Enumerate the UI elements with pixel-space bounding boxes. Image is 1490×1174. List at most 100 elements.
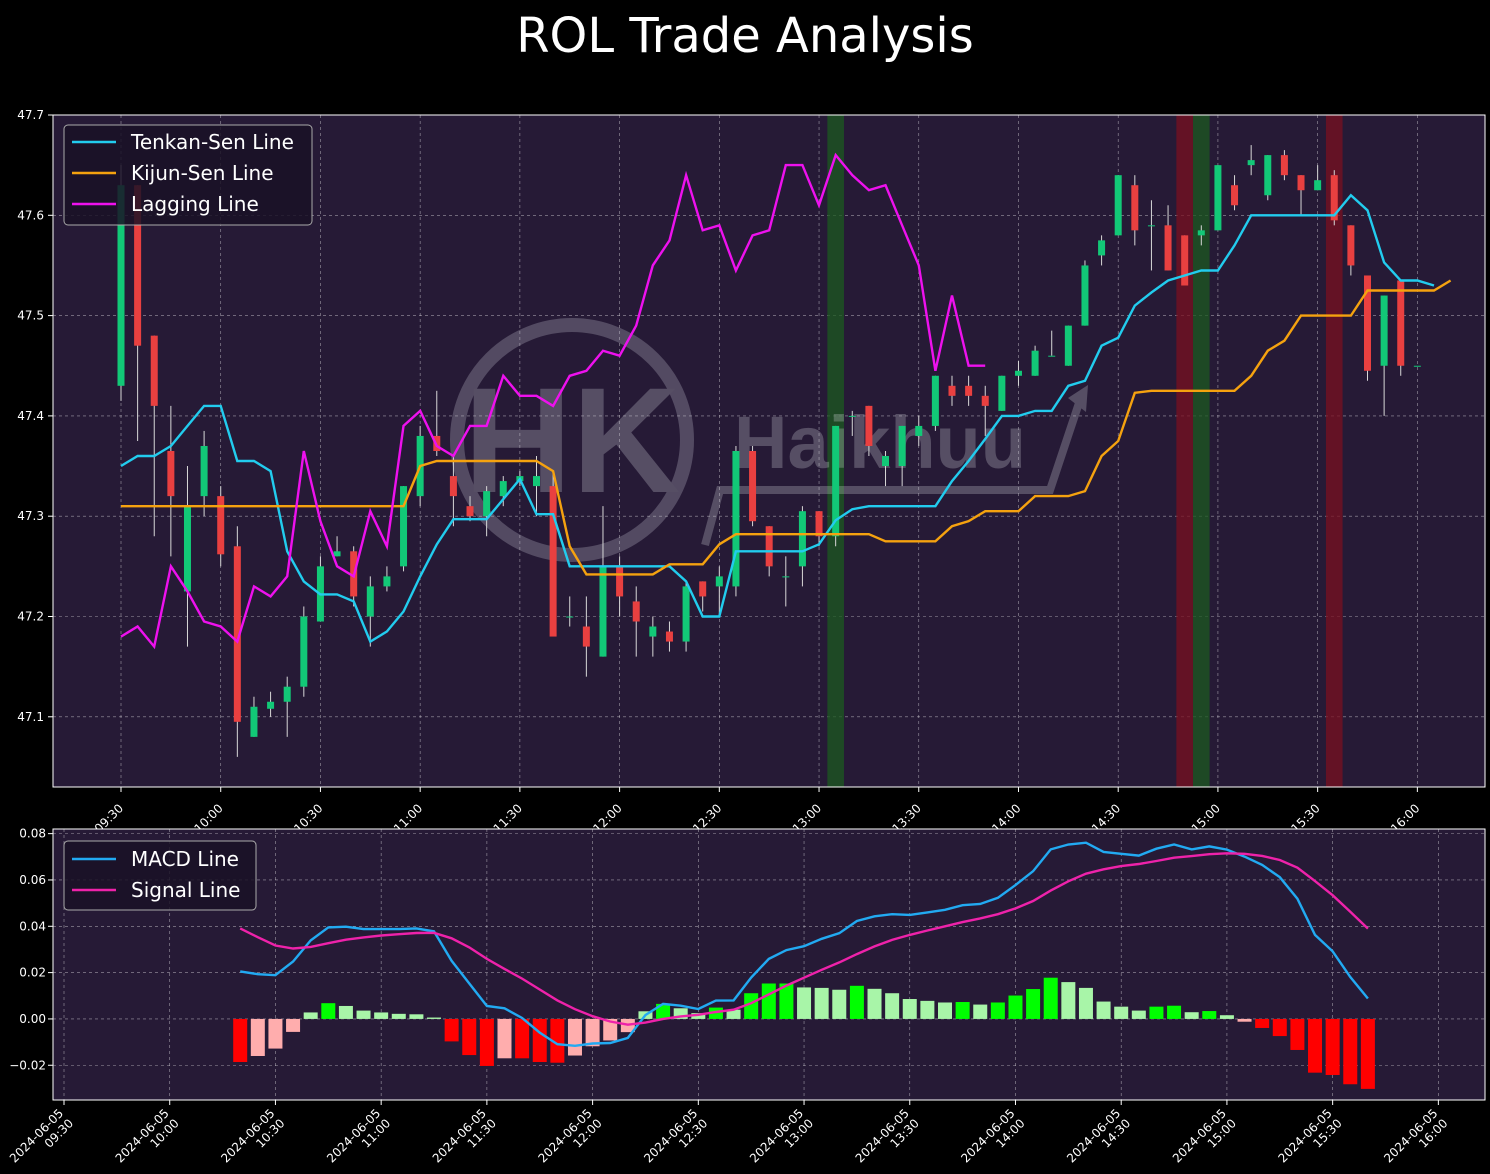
histogram-bar <box>286 1018 301 1032</box>
histogram-bar <box>1131 1010 1146 1019</box>
histogram-bar <box>1149 1006 1164 1019</box>
candle-up <box>1147 225 1155 227</box>
candle-down <box>1330 175 1338 221</box>
histogram-bar <box>832 989 847 1019</box>
candle-down <box>1280 155 1288 176</box>
histogram-bar <box>990 1002 1005 1019</box>
candle-up <box>782 576 790 578</box>
histogram-bar <box>532 1018 547 1063</box>
sell-signal-band <box>1325 115 1343 787</box>
histogram-bar <box>427 1017 442 1019</box>
price-y-tick-label: 47.7 <box>17 108 44 122</box>
macd-y-tick-label: 0.08 <box>19 827 46 841</box>
candle-down <box>699 581 707 597</box>
candle-down <box>815 511 823 537</box>
histogram-bar <box>955 1002 970 1019</box>
histogram-bar <box>920 1000 935 1019</box>
price-y-tick-label: 47.1 <box>17 710 44 724</box>
legend-label: Lagging Line <box>131 192 259 216</box>
candle-up <box>1413 365 1421 367</box>
candle-down <box>1297 175 1305 191</box>
histogram-bar <box>1184 1012 1199 1019</box>
candle-up <box>1214 165 1222 231</box>
candle-up <box>300 616 308 687</box>
histogram-bar <box>462 1018 477 1056</box>
histogram-bar <box>708 1007 723 1019</box>
histogram-bar <box>1255 1018 1270 1028</box>
candle-down <box>150 335 158 406</box>
lagging-line <box>120 152 986 650</box>
histogram-bar <box>691 1013 706 1019</box>
histogram-bar <box>973 1004 988 1019</box>
histogram-bar <box>550 1018 565 1063</box>
candle-down <box>765 526 773 567</box>
histogram-bar <box>374 1012 389 1019</box>
candle-down <box>981 395 989 406</box>
candle-up <box>566 616 574 618</box>
candle-up <box>333 551 341 557</box>
candle-up <box>882 456 890 467</box>
price-legend-box <box>63 124 313 226</box>
histogram-bar <box>409 1014 424 1019</box>
macd-y-tick-label: −0.02 <box>9 1058 46 1072</box>
macd-y-tick-label: 0.06 <box>19 873 46 887</box>
price-indicator-lines <box>120 152 1452 650</box>
candle-down <box>965 385 973 396</box>
candle-up <box>117 185 125 386</box>
candle-up <box>798 511 806 567</box>
candle-up <box>499 481 507 497</box>
candle-down <box>632 601 640 622</box>
candle-up <box>366 586 374 617</box>
candle-up <box>1098 240 1106 256</box>
histogram-bar <box>1360 1018 1375 1089</box>
candle-down <box>134 185 142 346</box>
histogram-bar <box>1290 1018 1305 1050</box>
candle-up <box>915 425 923 436</box>
histogram-bar <box>444 1018 459 1042</box>
candle-up <box>1264 155 1272 196</box>
candle-up <box>832 425 840 537</box>
price-legend: Tenkan-Sen Line Kijun-Sen Line Lagging Lin… <box>63 124 313 226</box>
candle-up <box>682 586 690 642</box>
histogram-bar <box>779 983 794 1019</box>
histogram-bar <box>356 1010 371 1019</box>
histogram-bar <box>1008 995 1023 1019</box>
histogram-bar <box>1114 1006 1129 1019</box>
candle-up <box>1380 295 1388 366</box>
histogram-bar <box>726 1009 741 1019</box>
candle-down <box>549 486 557 637</box>
histogram-bar <box>1096 1001 1111 1019</box>
histogram-bar <box>885 993 900 1019</box>
price-y-tick-label: 47.6 <box>17 208 44 222</box>
histogram-bar <box>1308 1018 1323 1073</box>
candle-down <box>948 385 956 396</box>
chart-title: ROL Trade Analysis <box>516 8 974 64</box>
histogram-bar <box>744 993 759 1019</box>
histogram-bar <box>1061 982 1076 1019</box>
candle-down <box>1181 235 1189 286</box>
histogram-bar <box>1078 987 1093 1019</box>
candle-down <box>865 405 873 446</box>
candle-down <box>616 566 624 597</box>
legend-label: Signal Line <box>131 878 240 902</box>
histogram-bar <box>1202 1011 1217 1019</box>
histogram-bar <box>603 1018 618 1041</box>
macd-indicator-lines <box>239 841 1369 1048</box>
macd-y-tick-label: 0.02 <box>19 966 46 980</box>
histogram-bar <box>1026 989 1041 1019</box>
price-grid <box>53 114 1485 787</box>
candle-up <box>732 451 740 587</box>
histogram-bar <box>585 1018 600 1047</box>
price-y-tick-label: 47.5 <box>17 309 44 323</box>
candle-up <box>1247 160 1255 166</box>
histogram-bar <box>268 1018 283 1049</box>
candle-down <box>1347 225 1355 266</box>
macd-y-tick-label: 0.00 <box>19 1012 46 1026</box>
histogram-bar <box>303 1012 318 1019</box>
legend-label: MACD Line <box>131 847 239 871</box>
candle-up <box>1197 230 1205 236</box>
histogram-bar <box>321 1003 336 1019</box>
histogram-bar <box>1219 1015 1234 1019</box>
histogram-bar <box>814 987 829 1019</box>
